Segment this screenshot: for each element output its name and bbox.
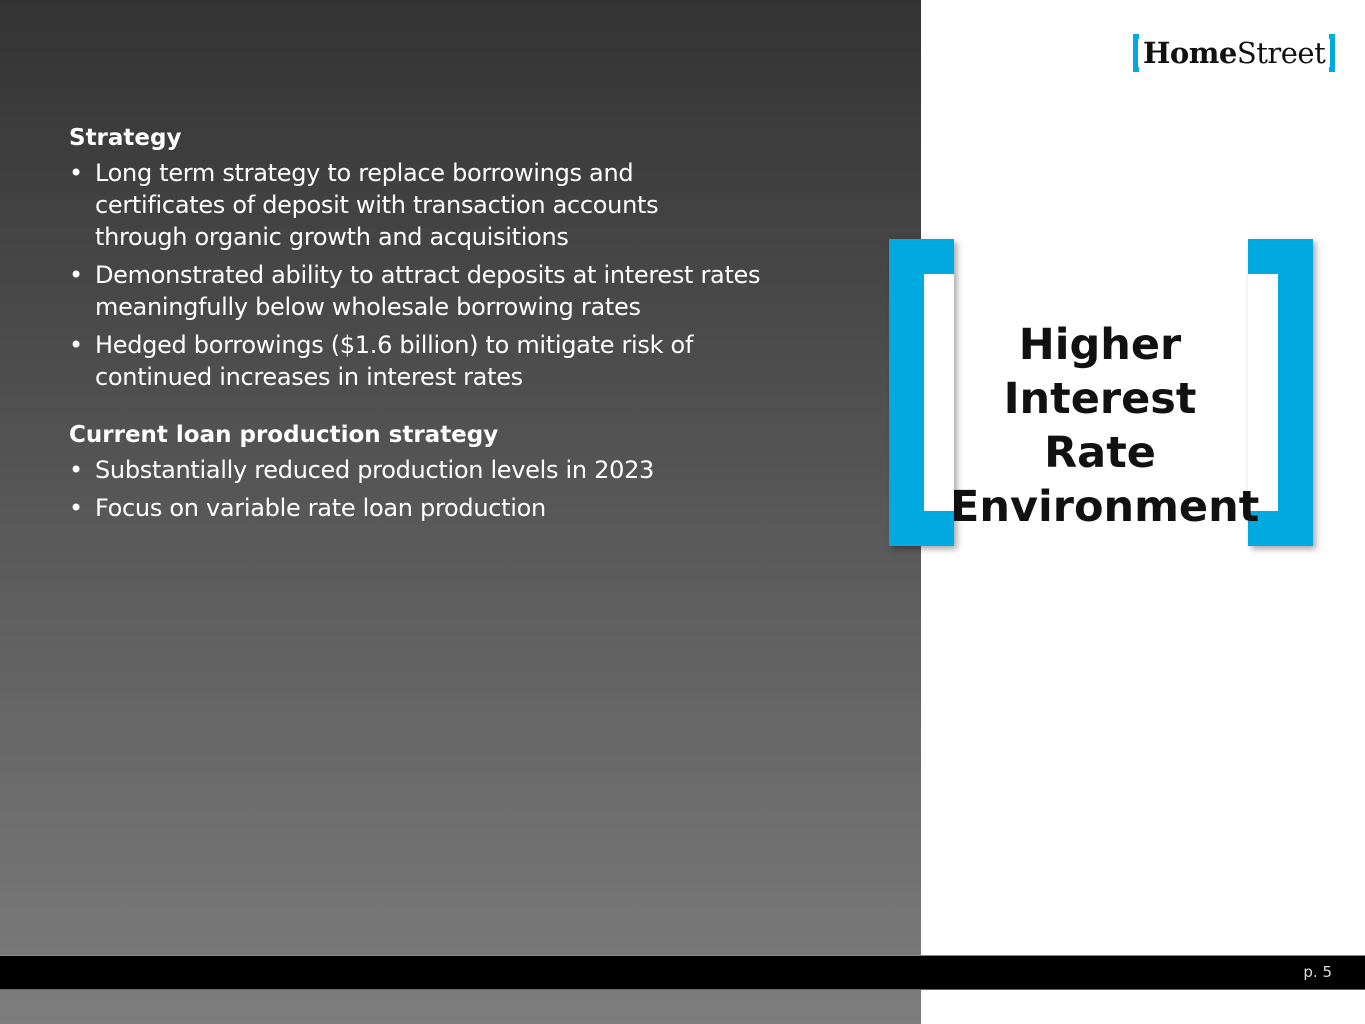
bullet-list: Long term strategy to replace borrowings… <box>69 157 849 393</box>
logo-text-bold: Home <box>1143 36 1237 70</box>
logo-text: HomeStreet <box>1143 36 1326 70</box>
left-panel: Strategy Long term strategy to replace b… <box>0 0 921 1024</box>
logo-bracket-left <box>1133 34 1139 72</box>
list-item: Long term strategy to replace borrowings… <box>69 157 729 253</box>
section-heading: Current loan production strategy <box>69 422 499 448</box>
page-number: p. 5 <box>1303 963 1332 981</box>
content: Strategy Long term strategy to replace b… <box>69 122 849 530</box>
homestreet-logo: HomeStreet <box>1133 33 1336 73</box>
logo-bracket-right <box>1329 34 1336 72</box>
list-item: Hedged borrowings ($1.6 billion) to miti… <box>69 329 769 393</box>
logo-text-regular: Street <box>1236 36 1326 70</box>
bracket-right <box>1248 239 1313 546</box>
footer-bar: p. 5 <box>0 955 1365 990</box>
section-heading: Strategy <box>69 125 182 151</box>
list-item: Focus on variable rate loan production <box>69 492 849 524</box>
list-item: Substantially reduced production levels … <box>69 454 849 486</box>
bracket-left <box>889 239 954 546</box>
callout-title: Higher Interest Rate Environment <box>950 320 1260 532</box>
list-item: Demonstrated ability to attract deposits… <box>69 259 849 323</box>
bullet-list: Substantially reduced production levels … <box>69 454 849 524</box>
